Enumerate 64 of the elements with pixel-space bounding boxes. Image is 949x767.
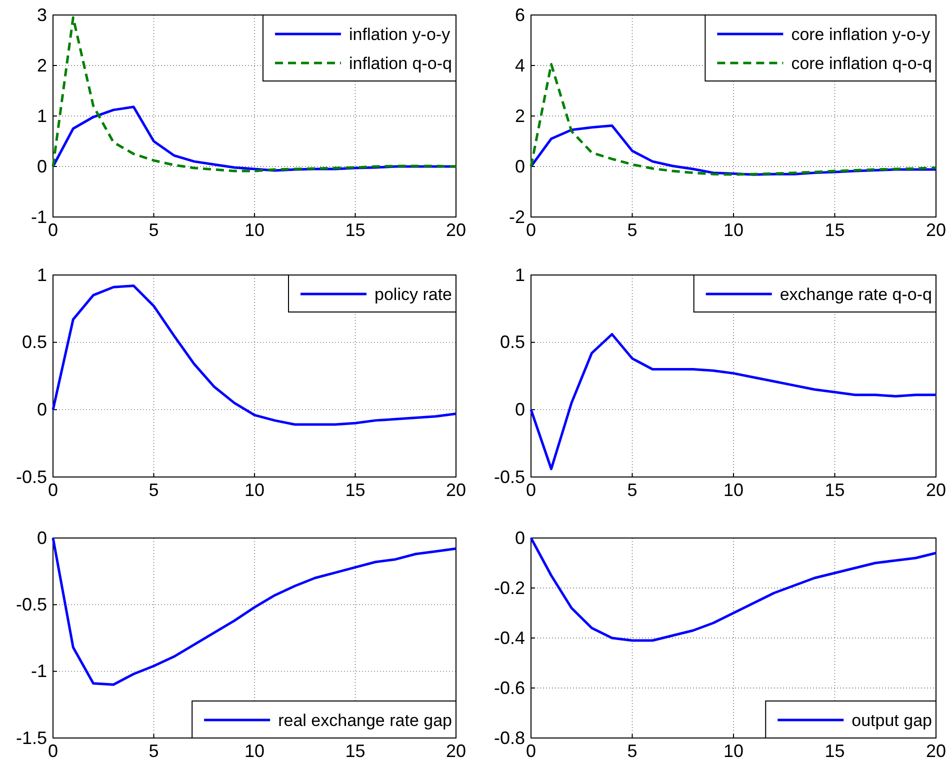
- legend-label: inflation q-o-q: [348, 54, 452, 73]
- legend-label: core inflation y-o-y: [791, 25, 931, 44]
- y-tick-label: -1: [30, 206, 47, 227]
- line-series: [52, 536, 458, 686]
- line-series: [52, 16, 458, 172]
- y-tick-label: 6: [514, 4, 525, 25]
- y-tick-label: -2: [508, 206, 525, 227]
- x-tick-label: 10: [244, 480, 265, 500]
- y-tick-label: 4: [514, 55, 525, 76]
- x-tick-label: 20: [926, 480, 946, 500]
- y-tick-label: 0: [514, 399, 525, 420]
- line-series: [530, 333, 938, 470]
- y-tick-label: 0: [36, 528, 47, 548]
- y-tick-label: 0: [514, 156, 525, 176]
- x-tick-label: 5: [148, 220, 159, 240]
- x-tick-label: 15: [345, 740, 366, 761]
- y-tick-label: -1: [30, 661, 47, 682]
- line-series: [52, 284, 458, 426]
- legend-label: real exchange rate gap: [278, 711, 452, 730]
- x-tick-label: 5: [148, 740, 159, 761]
- x-tick-label: 20: [446, 480, 466, 500]
- y-tick-label: 1: [514, 264, 525, 285]
- y-tick-label: -0.5: [494, 466, 525, 487]
- x-tick-label: 10: [723, 480, 744, 500]
- y-tick-label: -0.6: [494, 678, 525, 698]
- y-tick-label: 0: [36, 156, 47, 176]
- y-tick-label: -0.2: [494, 578, 525, 598]
- x-tick-label: 10: [244, 220, 265, 240]
- x-tick-label: 5: [627, 740, 638, 761]
- x-tick-label: 5: [148, 480, 159, 500]
- y-tick-label: 0: [514, 528, 525, 548]
- x-tick-label: 15: [824, 480, 845, 500]
- x-tick-label: 5: [627, 480, 638, 500]
- y-tick-label: -0.8: [494, 728, 525, 748]
- y-tick-label: 0.5: [500, 332, 525, 352]
- x-tick-label: 15: [824, 220, 845, 240]
- x-tick-label: 15: [824, 740, 845, 761]
- y-tick-label: -0.5: [16, 594, 47, 614]
- y-tick-label: -0.4: [494, 628, 525, 648]
- x-tick-label: 10: [723, 220, 744, 240]
- y-tick-label: 1: [36, 264, 47, 285]
- x-tick-label: 10: [723, 740, 744, 761]
- x-tick-label: 20: [446, 740, 466, 761]
- y-tick-label: 3: [36, 4, 47, 25]
- x-tick-label: 20: [446, 220, 466, 240]
- legend-label: policy rate: [374, 285, 452, 304]
- legend-label: inflation y-o-y: [348, 25, 451, 44]
- legend-label: exchange rate q-o-q: [780, 285, 932, 304]
- x-tick-label: 20: [926, 220, 946, 240]
- legend-label: output gap: [852, 711, 932, 730]
- y-tick-label: 0.5: [22, 332, 47, 352]
- y-tick-label: 0: [36, 399, 47, 420]
- y-tick-label: 1: [36, 106, 47, 126]
- legend-label: core inflation q-o-q: [791, 54, 932, 73]
- y-tick-label: 2: [514, 106, 525, 126]
- x-tick-label: 20: [926, 740, 946, 761]
- y-tick-label: -0.5: [16, 466, 47, 487]
- x-tick-label: 10: [244, 740, 265, 761]
- x-tick-label: 5: [627, 220, 638, 240]
- y-tick-label: 2: [36, 55, 47, 76]
- x-tick-label: 15: [345, 480, 366, 500]
- x-tick-label: 15: [345, 220, 366, 240]
- line-series: [530, 536, 938, 642]
- y-tick-label: -1.5: [16, 728, 47, 748]
